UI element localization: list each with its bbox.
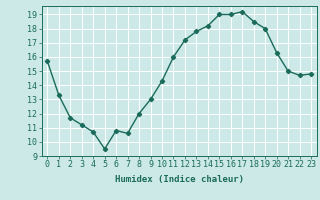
X-axis label: Humidex (Indice chaleur): Humidex (Indice chaleur) <box>115 175 244 184</box>
